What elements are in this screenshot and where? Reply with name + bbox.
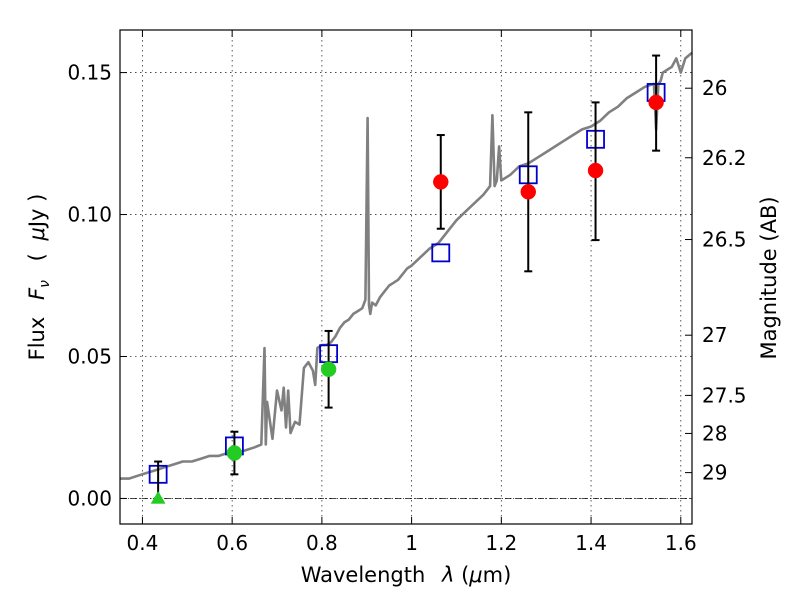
x-axis-label: Wavelength λ (μm) [301, 563, 512, 587]
data-marks [148, 54, 666, 504]
x-tick-label: 1.4 [575, 531, 607, 555]
y-axis-label: Flux Fν ( μJy ) [25, 194, 54, 361]
y2-tick-label: 26.2 [702, 146, 747, 170]
model-photometry-square [431, 243, 451, 263]
y2-tick-label: 29 [702, 461, 727, 485]
y2-tick-label: 28 [702, 421, 727, 445]
nir-detection-point [433, 174, 449, 190]
x-tick-label: 0.8 [306, 531, 338, 555]
y2-tick-label: 27 [702, 323, 727, 347]
y-tick-label: 0.05 [67, 344, 112, 368]
y2-axis-label: Magnitude (AB) [757, 196, 781, 359]
y-tick-label: 0.15 [67, 61, 112, 85]
x-tick-label: 1 [405, 531, 418, 555]
y-tick-label: 0.10 [67, 203, 112, 227]
optical-detection-point [320, 361, 337, 378]
x-tick-label: 1.6 [665, 531, 697, 555]
y-tick-label: 0.00 [67, 486, 112, 510]
y2-tick-label: 26.5 [702, 228, 747, 252]
y2-tick-label: 26 [702, 76, 727, 100]
x-tick-label: 0.6 [216, 531, 248, 555]
x-tick-label: 0.4 [127, 531, 159, 555]
plot-area-frame [119, 29, 693, 525]
nir-detection-point [648, 94, 664, 111]
optical-detection-point [226, 445, 243, 461]
nir-detection-point [520, 184, 537, 200]
y2-tick-label: 27.5 [702, 383, 747, 407]
nir-detection-point [587, 162, 604, 179]
axis-ticks: 0.4 0.6 0.8 1 1.2 1.4 1.6 0.00 0.05 0.10 0.15 26 26.… [67, 30, 747, 555]
model-spectrum-line [120, 51, 693, 480]
upper-limit-triangle [150, 490, 166, 504]
x-tick-label: 1.2 [485, 531, 517, 555]
